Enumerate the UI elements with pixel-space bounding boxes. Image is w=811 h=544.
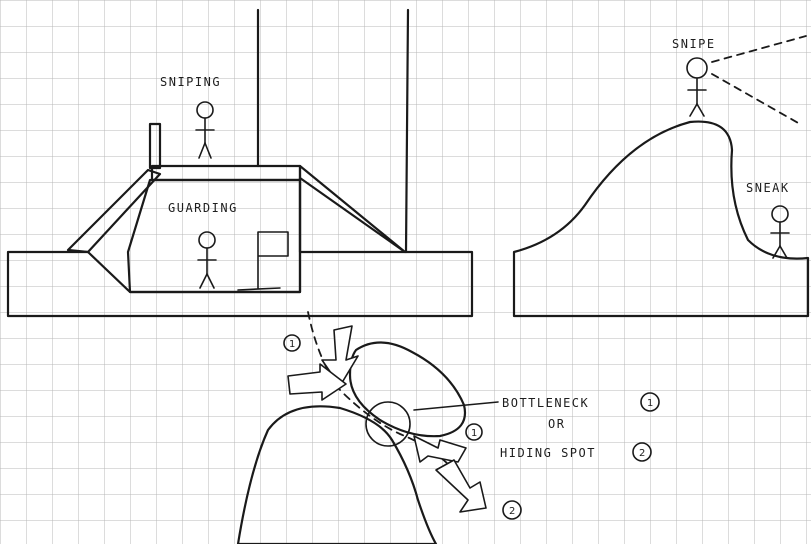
marker-one-top: 1 <box>289 339 295 350</box>
sneak-label: SNEAK <box>746 181 790 195</box>
interior-room <box>126 178 302 294</box>
marker-two-bottom-circle <box>502 500 522 520</box>
gap-circle <box>365 401 411 447</box>
marker-one-mid-circle <box>465 423 483 441</box>
large-rock <box>236 405 438 544</box>
marker-two-bottom: 2 <box>509 506 515 517</box>
ramp <box>66 168 162 254</box>
hiding-spot-label: HIDING SPOT <box>500 446 596 460</box>
hill-sniper-figure <box>686 57 708 117</box>
arrow-bottom-right <box>435 459 487 513</box>
arrow-left <box>287 363 347 401</box>
hill-scene: SNIPE SNEAK <box>512 35 810 318</box>
sniping-label: SNIPING <box>160 75 221 89</box>
arrow-top <box>321 325 359 387</box>
legend-two: 2 <box>639 448 645 459</box>
or-label: OR <box>548 417 565 431</box>
boulder <box>348 341 467 438</box>
hill-ridge <box>512 120 810 318</box>
sneak-figure <box>770 205 790 259</box>
bottleneck-label: BOTTLENECK <box>502 396 589 410</box>
window-frame <box>237 231 289 291</box>
marker-one-mid: 1 <box>471 428 477 439</box>
bottleneck-scene: 1 1 2 BOTTLENECK 1 OR HIDING SPOT 2 <box>236 311 660 544</box>
sight-line-lower <box>711 73 801 125</box>
guarding-label: GUARDING <box>168 201 238 215</box>
sniper-figure <box>195 101 215 159</box>
legend-one-circle <box>640 392 660 412</box>
legend-one: 1 <box>647 398 653 409</box>
pole-right <box>404 8 410 254</box>
marker-one-top-circle <box>283 334 301 352</box>
building-scene: SNIPING GUARDING <box>6 8 474 318</box>
legend-two-circle <box>632 442 652 462</box>
callout-line <box>413 401 499 411</box>
sight-line-upper <box>711 35 807 63</box>
roof-post <box>148 122 162 170</box>
guard-figure <box>197 231 217 289</box>
snipe-label: SNIPE <box>672 37 716 51</box>
ground-left <box>6 176 474 318</box>
